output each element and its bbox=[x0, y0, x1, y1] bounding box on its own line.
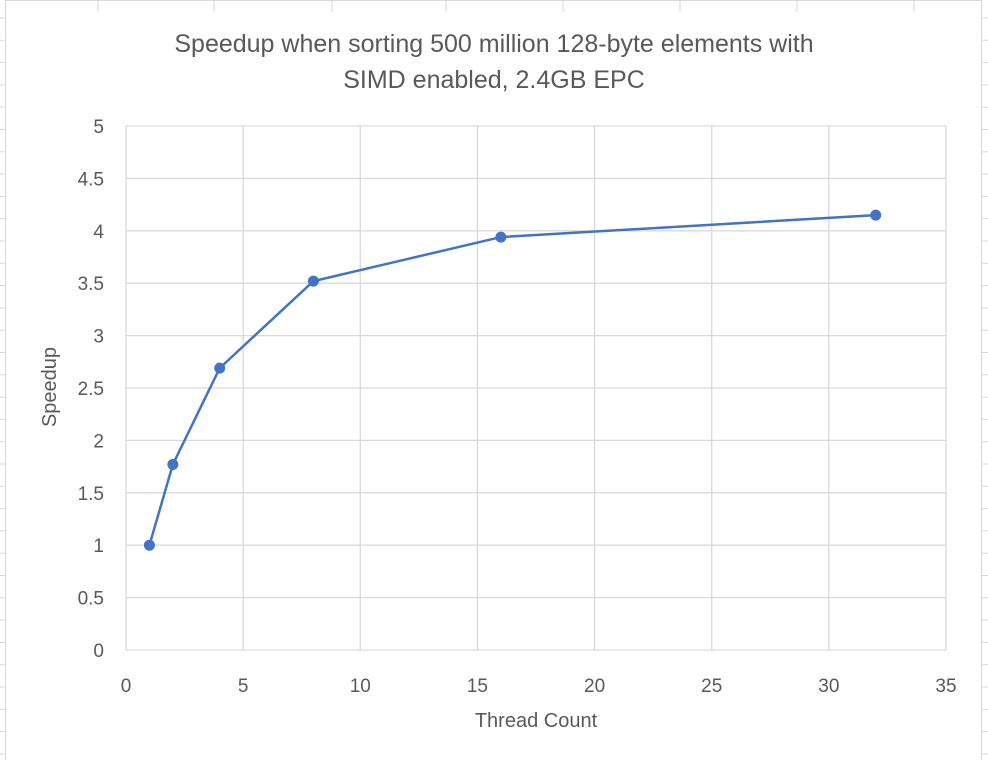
y-tick-label: 1.5 bbox=[78, 484, 104, 505]
chart-title-line-1: Speedup when sorting 500 million 128-byt… bbox=[174, 30, 814, 58]
x-axis-ticks: 0 5 10 15 20 25 30 35 bbox=[121, 676, 957, 697]
y-axis-title: Speedup bbox=[39, 347, 61, 427]
x-tick-label: 15 bbox=[467, 676, 488, 697]
y-tick-label: 0 bbox=[93, 641, 104, 662]
y-tick-label: 3.5 bbox=[78, 274, 104, 295]
y-tick-label: 2.5 bbox=[78, 379, 104, 400]
x-tick-label: 10 bbox=[350, 676, 371, 697]
data-point-marker bbox=[167, 459, 179, 471]
data-point-marker bbox=[214, 362, 226, 374]
chart-title-line-2: SIMD enabled, 2.4GB EPC bbox=[343, 66, 645, 94]
y-tick-label: 1 bbox=[93, 536, 104, 557]
data-point-marker bbox=[495, 231, 507, 243]
y-tick-label: 5 bbox=[93, 117, 104, 138]
y-tick-label: 3 bbox=[93, 327, 104, 348]
x-tick-label: 30 bbox=[818, 676, 839, 697]
data-point-marker bbox=[143, 539, 155, 551]
series-markers bbox=[143, 209, 882, 551]
data-point-marker bbox=[307, 275, 319, 287]
gridlines bbox=[125, 125, 947, 651]
chart-area-border bbox=[5, 0, 982, 760]
x-axis-title: Thread Count bbox=[475, 710, 598, 732]
x-tick-label: 5 bbox=[238, 676, 249, 697]
y-tick-label: 2 bbox=[93, 431, 104, 452]
y-axis-ticks: 0 0.5 1 1.5 2 2.5 3 3.5 4 4.5 5 bbox=[78, 117, 105, 662]
y-tick-label: 0.5 bbox=[78, 589, 104, 610]
y-tick-label: 4 bbox=[93, 222, 104, 243]
x-tick-label: 35 bbox=[935, 676, 956, 697]
x-tick-label: 20 bbox=[584, 676, 605, 697]
y-tick-label: 4.5 bbox=[78, 169, 104, 190]
x-tick-label: 0 bbox=[121, 676, 132, 697]
x-tick-label: 25 bbox=[701, 676, 722, 697]
series-line bbox=[148, 213, 876, 546]
data-point-marker bbox=[870, 209, 882, 221]
